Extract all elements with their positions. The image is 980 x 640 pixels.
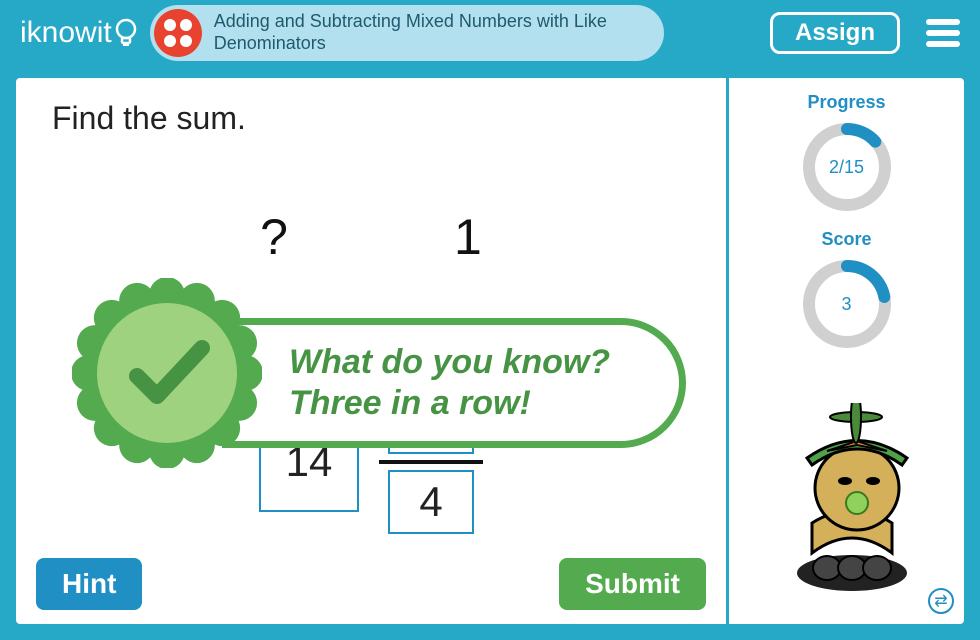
topic-dots-icon	[154, 9, 202, 57]
streak-line1: What do you know?	[289, 342, 610, 383]
sidebar: Progress 2/15 Score 3	[726, 78, 964, 624]
score-text: 3	[799, 256, 895, 352]
score-ring: 3	[799, 256, 895, 352]
header: iknowit Adding and Subtracting Mixed Num…	[0, 0, 980, 66]
progress-ring: 2/15	[799, 119, 895, 215]
problem-expression: ? 1	[16, 208, 726, 266]
topic-title: Adding and Subtracting Mixed Numbers wit…	[214, 11, 634, 54]
stage: Find the sum. ? 1 14 3 4 Hint Submit	[16, 78, 964, 624]
main-area: Find the sum. ? 1 14 3 4 Hint Submit	[16, 78, 726, 624]
topic-pill[interactable]: Adding and Subtracting Mixed Numbers wit…	[150, 5, 664, 61]
score-label: Score	[821, 229, 871, 250]
logo[interactable]: iknowit	[20, 16, 138, 50]
hint-button[interactable]: Hint	[36, 558, 142, 610]
streak-line2: Three in a row!	[289, 383, 610, 424]
expression-right: 1	[378, 208, 558, 266]
fraction-bar	[379, 460, 483, 464]
progress-label: Progress	[807, 92, 885, 113]
hamburger-menu-icon[interactable]	[926, 19, 960, 47]
streak-banner: What do you know? Three in a row!	[222, 318, 686, 448]
progress-text: 2/15	[799, 119, 895, 215]
sync-icon[interactable]: ⇄	[928, 588, 954, 614]
robot-mascot-icon	[757, 403, 937, 598]
streak-badge-icon	[72, 278, 262, 468]
streak-toast: What do you know? Three in a row!	[72, 298, 686, 448]
streak-text: What do you know? Three in a row!	[289, 342, 610, 424]
expression-left: ?	[184, 208, 364, 266]
brand-text: iknowit	[20, 16, 112, 50]
assign-button[interactable]: Assign	[770, 12, 900, 54]
bulb-icon	[114, 18, 138, 48]
answer-denominator-input[interactable]: 4	[388, 470, 474, 534]
question-prompt: Find the sum.	[52, 100, 690, 137]
submit-button[interactable]: Submit	[559, 558, 706, 610]
